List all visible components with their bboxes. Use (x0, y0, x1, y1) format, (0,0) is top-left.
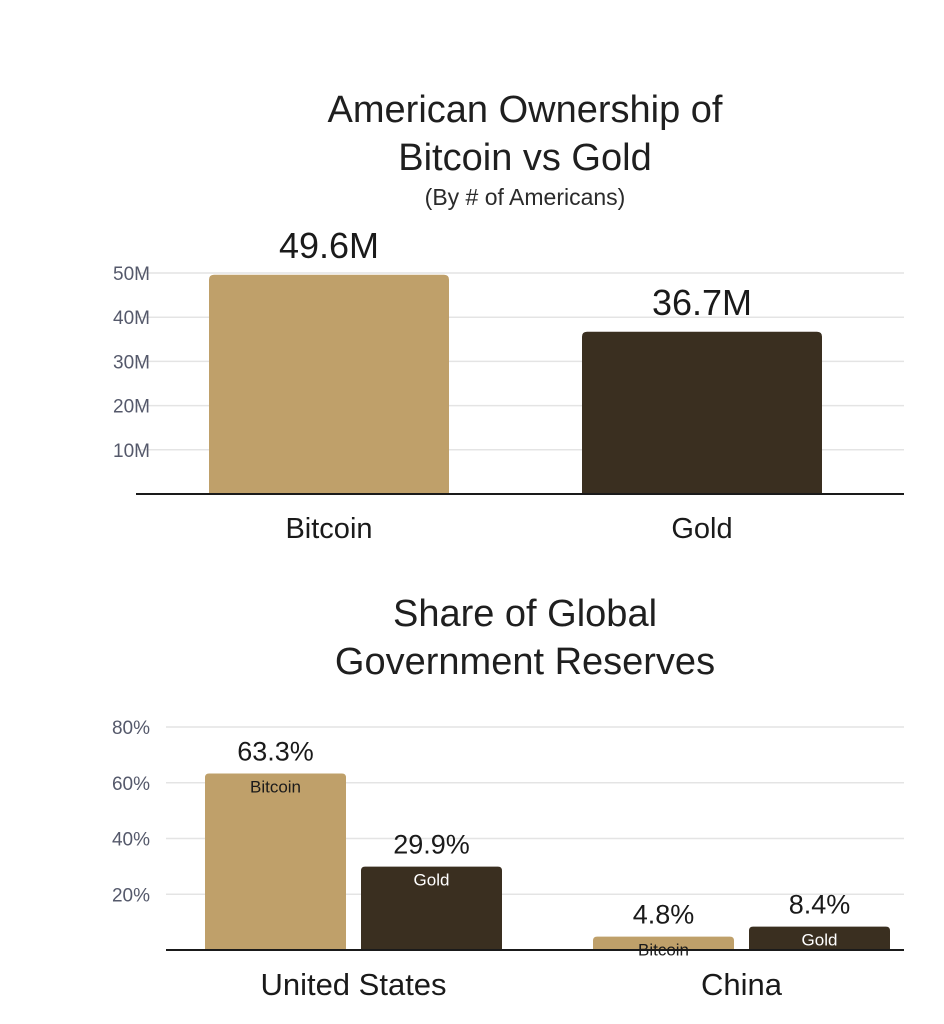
chart1-y-tick: 40M (113, 308, 150, 329)
chart1-bar-bitcoin (209, 274, 449, 494)
chart2-series-label: Gold (802, 931, 838, 950)
chart1-title: American Ownership of Bitcoin vs Gold (0, 86, 944, 182)
chart1-y-tick: 50M (113, 264, 150, 285)
chart2-series-label: Gold (414, 871, 450, 890)
chart1-value-label: 36.7M (652, 282, 752, 323)
chart2-title-line2: Government Reserves (334, 641, 716, 683)
chart1-y-tick: 30M (113, 352, 150, 373)
chart2-title: Share of Global Government Reserves (0, 590, 944, 686)
chart2-series-label: Bitcoin (250, 778, 301, 797)
chart2-bar-china-gold (749, 926, 890, 950)
chart2-x-label: China (701, 967, 783, 1002)
chart2-value-label: 29.9% (393, 830, 470, 860)
chart1-subtitle: (By # of Americans) (424, 184, 626, 210)
chart1-title-line2: Bitcoin vs Gold (398, 137, 652, 179)
chart1-y-tick: 10M (113, 441, 150, 462)
chart1-x-label: Gold (671, 513, 732, 545)
chart2-value-label: 63.3% (237, 737, 314, 767)
chart2-value-label: 8.4% (789, 890, 851, 920)
chart2-bar-united-states-gold (361, 866, 502, 950)
chart2-value-label: 4.8% (633, 900, 695, 930)
chart2-y-tick: 60% (112, 774, 150, 795)
chart1-y-tick: 20M (113, 397, 150, 418)
chart2-y-tick: 80% (112, 718, 150, 739)
chart1-value-label: 49.6M (279, 225, 379, 266)
chart2-y-tick: 20% (112, 885, 150, 906)
chart2-title-line1: Share of Global (392, 593, 658, 635)
chart1-bar-gold (582, 331, 822, 494)
chart1-x-label: Bitcoin (285, 513, 372, 545)
chart1-title-line1: American Ownership of (327, 89, 723, 131)
chart2-x-label: United States (260, 967, 446, 1002)
chart2-bar-united-states-bitcoin (205, 773, 346, 950)
chart2-bar-china-bitcoin (593, 936, 734, 950)
chart2-y-tick: 40% (112, 830, 150, 851)
